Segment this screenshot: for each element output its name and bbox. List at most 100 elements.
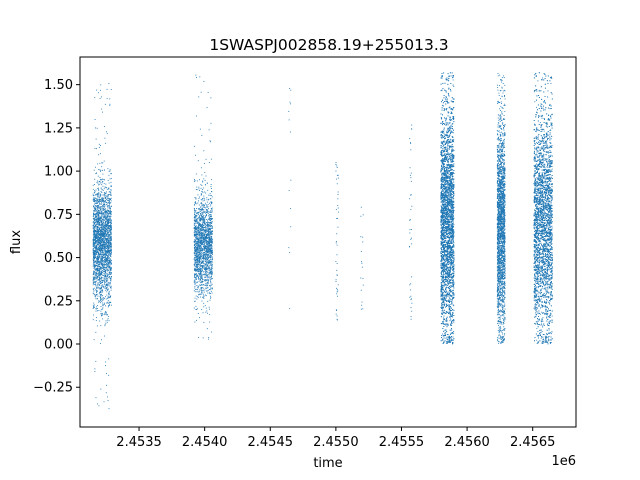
data-point — [205, 215, 207, 217]
data-point — [103, 276, 105, 278]
data-point — [101, 233, 103, 235]
data-point — [108, 260, 109, 261]
data-point — [108, 241, 110, 242]
data-point — [93, 251, 95, 253]
data-point — [102, 234, 104, 236]
data-point — [94, 260, 96, 262]
data-point — [211, 191, 212, 192]
data-point — [202, 279, 204, 280]
data-point — [98, 257, 100, 258]
data-point — [105, 196, 107, 198]
data-point — [194, 257, 196, 259]
data-point — [210, 240, 212, 242]
data-point — [102, 297, 104, 299]
data-point — [195, 255, 197, 257]
data-point — [110, 225, 112, 227]
data-point — [101, 192, 103, 193]
data-point — [194, 212, 196, 214]
data-point — [108, 257, 110, 259]
data-point — [96, 222, 98, 224]
data-point — [107, 257, 109, 259]
data-point — [200, 237, 201, 239]
data-point — [99, 97, 101, 99]
data-point — [204, 238, 206, 240]
data-point — [360, 206, 362, 208]
data-point — [101, 245, 103, 247]
data-point — [107, 212, 109, 214]
data-point — [109, 283, 110, 285]
data-point — [201, 265, 203, 267]
data-point — [100, 282, 102, 284]
data-point — [99, 217, 101, 219]
data-point — [101, 289, 103, 291]
data-point — [206, 245, 208, 247]
data-point — [103, 232, 105, 234]
data-point — [206, 290, 207, 292]
data-point — [200, 219, 202, 221]
data-point — [204, 218, 206, 220]
data-point — [104, 229, 106, 231]
data-point — [101, 299, 103, 301]
data-point — [199, 246, 201, 248]
data-point — [92, 276, 94, 278]
data-point — [199, 268, 201, 270]
data-point — [102, 313, 104, 315]
data-point — [209, 246, 211, 248]
data-point — [106, 188, 108, 190]
data-point — [102, 198, 104, 200]
data-point — [97, 206, 99, 208]
data-point — [100, 278, 102, 280]
data-point — [97, 200, 99, 202]
data-point — [97, 225, 99, 227]
data-point — [199, 225, 201, 227]
data-point — [97, 248, 99, 250]
data-point — [206, 265, 208, 267]
data-point — [206, 271, 208, 273]
data-point — [209, 314, 211, 316]
data-point — [109, 266, 111, 268]
data-point — [108, 205, 110, 207]
data-point — [202, 225, 204, 227]
data-point — [449, 304, 451, 306]
data-point — [100, 258, 102, 260]
data-point — [200, 167, 202, 169]
data-point — [98, 230, 100, 231]
data-point — [109, 228, 111, 230]
data-point — [99, 288, 101, 290]
data-point — [202, 240, 204, 242]
data-point — [201, 228, 202, 230]
data-point — [93, 246, 95, 248]
data-point — [337, 194, 339, 195]
data-point — [198, 221, 200, 223]
data-point — [110, 244, 112, 246]
data-point — [208, 237, 210, 239]
data-point — [99, 276, 101, 278]
data-point — [202, 289, 204, 291]
data-point — [103, 227, 105, 229]
data-point — [196, 298, 198, 300]
data-point — [102, 305, 104, 307]
data-point — [98, 265, 100, 267]
data-point — [107, 290, 109, 291]
data-point — [211, 270, 213, 272]
data-point — [204, 257, 205, 259]
data-point — [94, 232, 96, 234]
data-point — [110, 302, 111, 303]
data-point — [105, 192, 107, 194]
data-point — [108, 230, 110, 232]
data-point — [206, 224, 208, 226]
data-point — [94, 194, 96, 196]
data-point — [196, 222, 198, 224]
data-point — [199, 271, 201, 272]
data-point — [96, 209, 98, 211]
data-point — [208, 226, 210, 228]
data-point — [209, 231, 211, 233]
data-point — [211, 226, 213, 228]
data-point — [106, 255, 108, 257]
data-point — [197, 259, 199, 261]
data-point — [108, 266, 110, 268]
data-point — [102, 290, 104, 292]
data-point — [211, 255, 213, 257]
data-point — [110, 224, 112, 226]
data-point — [211, 252, 213, 254]
